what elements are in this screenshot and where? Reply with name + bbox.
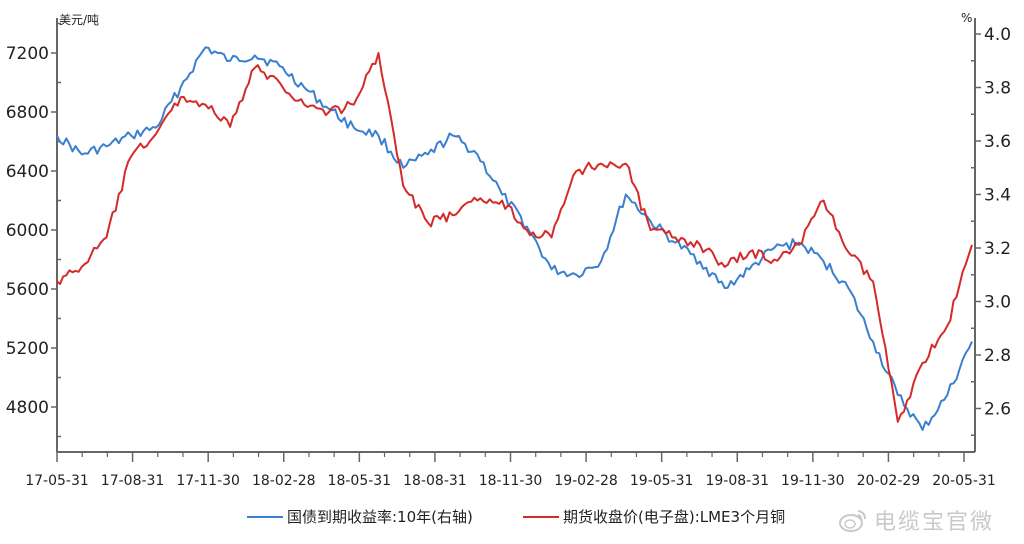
series-lines: [56, 46, 973, 431]
x-tick-label: 18-08-31: [403, 473, 467, 489]
legend-label: 国债到期收益率:10年(右轴): [287, 508, 473, 526]
y-right-tick-label: 3.2: [984, 239, 1011, 259]
legend-swatch-blue: [247, 515, 283, 518]
weibo-icon: [839, 510, 866, 532]
line-chart: 4800 5200 5600 6000 6400 6800 7200 2.6 2.8 3.0 3.2…: [6, 11, 1011, 489]
x-tick-label: 18-11-30: [479, 473, 543, 489]
y-left-tick-label: 5200: [6, 339, 49, 359]
y-right-tick-label: 3.4: [984, 186, 1011, 206]
y-left-tick-label: 6400: [6, 162, 49, 182]
y-right-tick-label: 3.8: [984, 79, 1011, 99]
x-tick-label: 19-05-31: [630, 473, 694, 489]
watermark-text: 电缆宝官微: [874, 510, 995, 535]
x-tick-label: 17-05-31: [25, 473, 89, 489]
y-right-tick-label: 3.6: [984, 132, 1011, 152]
legend-item-lme-copper: 期货收盘价(电子盘):LME3个月铜: [523, 506, 785, 527]
lme-copper-line: [56, 52, 973, 423]
y-left-tick-label: 6000: [6, 221, 49, 241]
legend-swatch-red: [523, 515, 559, 518]
axes: 4800 5200 5600 6000 6400 6800 7200 2.6 2.8 3.0 3.2…: [6, 11, 1011, 489]
x-tick-label: 19-08-31: [705, 473, 769, 489]
x-tick-label: 20-05-31: [932, 473, 996, 489]
y-left-unit-label: 美元/吨: [59, 13, 99, 27]
y-right-tick-label: 3.0: [984, 293, 1011, 313]
x-tick-label: 17-08-31: [101, 473, 165, 489]
y-right-tick-label: 2.6: [984, 400, 1011, 420]
legend: 国债到期收益率:10年(右轴) 期货收盘价(电子盘):LME3个月铜: [0, 506, 1024, 530]
legend-label: 期货收盘价(电子盘):LME3个月铜: [563, 508, 786, 526]
y-right-tick-label: 4.0: [984, 25, 1011, 45]
x-tick-label: 19-02-28: [554, 473, 618, 489]
x-tick-label: 18-02-28: [252, 473, 316, 489]
y-right-unit-label: %: [961, 11, 972, 25]
y-left-tick-label: 4800: [6, 398, 49, 418]
x-tick-label: 19-11-30: [781, 473, 845, 489]
x-tick-label: 20-02-29: [857, 473, 921, 489]
y-left-tick-label: 5600: [6, 280, 49, 300]
watermark: 电缆宝官微: [838, 504, 994, 536]
y-left-tick-label: 6800: [6, 103, 49, 123]
bond-yield-line: [56, 46, 973, 431]
y-right-tick-label: 2.8: [984, 346, 1011, 366]
y-left-tick-label: 7200: [6, 44, 49, 64]
x-tick-label: 17-11-30: [176, 473, 240, 489]
x-tick-label: 18-05-31: [328, 473, 392, 489]
legend-item-bond-yield: 国债到期收益率:10年(右轴): [247, 506, 473, 527]
